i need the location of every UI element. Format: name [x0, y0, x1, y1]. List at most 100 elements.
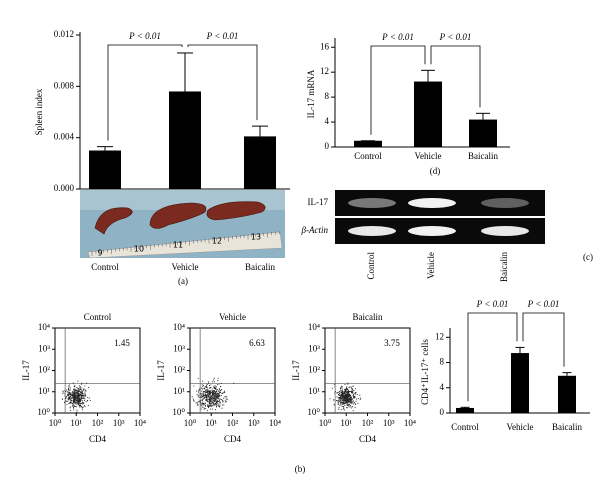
cell-dot: [336, 396, 338, 398]
cell-dot: [207, 407, 210, 409]
cell-dot: [352, 401, 354, 403]
cell-dot: [213, 381, 215, 383]
cell-dot: [209, 402, 211, 404]
cell-dot: [352, 388, 354, 390]
cell-dot: [83, 388, 85, 390]
y-tick-label: 10⁰: [172, 407, 185, 417]
cell-dot: [87, 397, 89, 399]
cell-dot: [350, 399, 352, 401]
y-axis-label: IL-17: [291, 360, 301, 381]
bar: [511, 353, 529, 413]
cell-dot: [84, 406, 86, 408]
significance-label: P < 0.01: [439, 32, 472, 42]
cell-dot: [201, 390, 203, 392]
cell-dot: [344, 393, 346, 395]
cell-dot: [359, 394, 361, 396]
cell-dot: [203, 388, 205, 390]
cell-dot: [75, 402, 77, 404]
cell-dot: [81, 397, 83, 399]
cell-dot: [73, 390, 75, 392]
x-tick-label: Control: [91, 262, 119, 272]
cell-dot: [205, 389, 207, 391]
y-tick-label: 0: [325, 141, 330, 151]
cell-dot: [213, 398, 215, 400]
cell-dot: [214, 385, 216, 387]
cell-dot: [74, 400, 76, 402]
cell-dot: [67, 398, 69, 400]
cell-dot: [69, 395, 71, 398]
cell-dot: [211, 395, 213, 397]
cell-dot: [66, 400, 68, 402]
cell-dot: [206, 396, 208, 398]
significance-label: P < 0.01: [527, 299, 560, 309]
cell-dot: [215, 409, 217, 411]
cell-dot: [80, 383, 82, 385]
significance-bracket: [187, 44, 258, 121]
cell-dot: [68, 385, 70, 387]
cell-dot: [196, 393, 198, 395]
cell-dot: [341, 393, 343, 395]
cell-dot: [204, 402, 207, 404]
bar: [469, 119, 497, 147]
cell-dot: [207, 392, 209, 394]
x-tick-label: 10⁰: [49, 418, 62, 428]
cell-dot: [219, 395, 221, 397]
cell-dot: [205, 395, 208, 397]
cell-dot: [214, 392, 216, 394]
cell-dot: [351, 391, 353, 393]
bar: [244, 136, 276, 189]
cell-dot: [204, 386, 206, 388]
bar: [354, 140, 382, 147]
cell-dot: [346, 389, 348, 391]
cell-dot: [78, 393, 81, 395]
cell-dot: [207, 390, 209, 392]
cell-dot: [202, 384, 204, 386]
cell-dot: [213, 395, 215, 397]
cell-dot: [85, 401, 87, 403]
cell-dot: [76, 398, 78, 400]
x-tick-label: 10²: [362, 418, 374, 428]
cell-dot: [350, 391, 352, 393]
cell-dot: [341, 403, 343, 405]
cell-dot: [352, 410, 354, 412]
cell-dot: [354, 388, 356, 390]
plot-title: Vehicle: [219, 312, 246, 322]
cell-dot: [80, 391, 82, 393]
y-tick-label: 10⁰: [307, 407, 320, 417]
cell-dot: [223, 404, 225, 406]
cell-dot: [342, 393, 344, 395]
cell-dot: [71, 398, 73, 400]
cell-dot: [221, 393, 223, 395]
x-tick-label: Baicalin: [552, 422, 582, 432]
x-axis-label: CD4: [89, 434, 107, 444]
quadrant-value: 1.45: [114, 338, 130, 348]
cell-dot: [338, 392, 340, 395]
cell-dot: [343, 409, 346, 411]
cell-dot: [338, 401, 340, 403]
significance-label: P < 0.01: [206, 31, 239, 41]
cell-dot: [221, 399, 223, 401]
cell-dot: [212, 394, 214, 396]
cell-dot: [69, 394, 71, 396]
y-tick-label: 10⁰: [37, 407, 50, 417]
cell-dot: [204, 407, 206, 409]
cell-dot: [338, 395, 340, 397]
cell-dot: [198, 389, 200, 391]
cell-dot: [67, 394, 69, 396]
y-tick-label: 8: [440, 357, 445, 367]
cell-dot: [82, 403, 84, 405]
x-tick-label: Baicalin: [468, 151, 498, 161]
cell-dot: [197, 403, 199, 405]
cell-dot: [78, 398, 81, 400]
cell-dot: [209, 393, 211, 395]
cell-dot: [73, 394, 75, 396]
cell-dot: [68, 384, 70, 386]
plot-title: Control: [84, 312, 112, 322]
cell-dot: [88, 397, 90, 399]
cell-dot: [211, 391, 214, 393]
cell-dot: [346, 392, 348, 394]
cell-dot: [206, 410, 208, 412]
cell-dot: [200, 408, 202, 410]
cell-dot: [73, 399, 76, 401]
cell-dot: [77, 380, 79, 382]
